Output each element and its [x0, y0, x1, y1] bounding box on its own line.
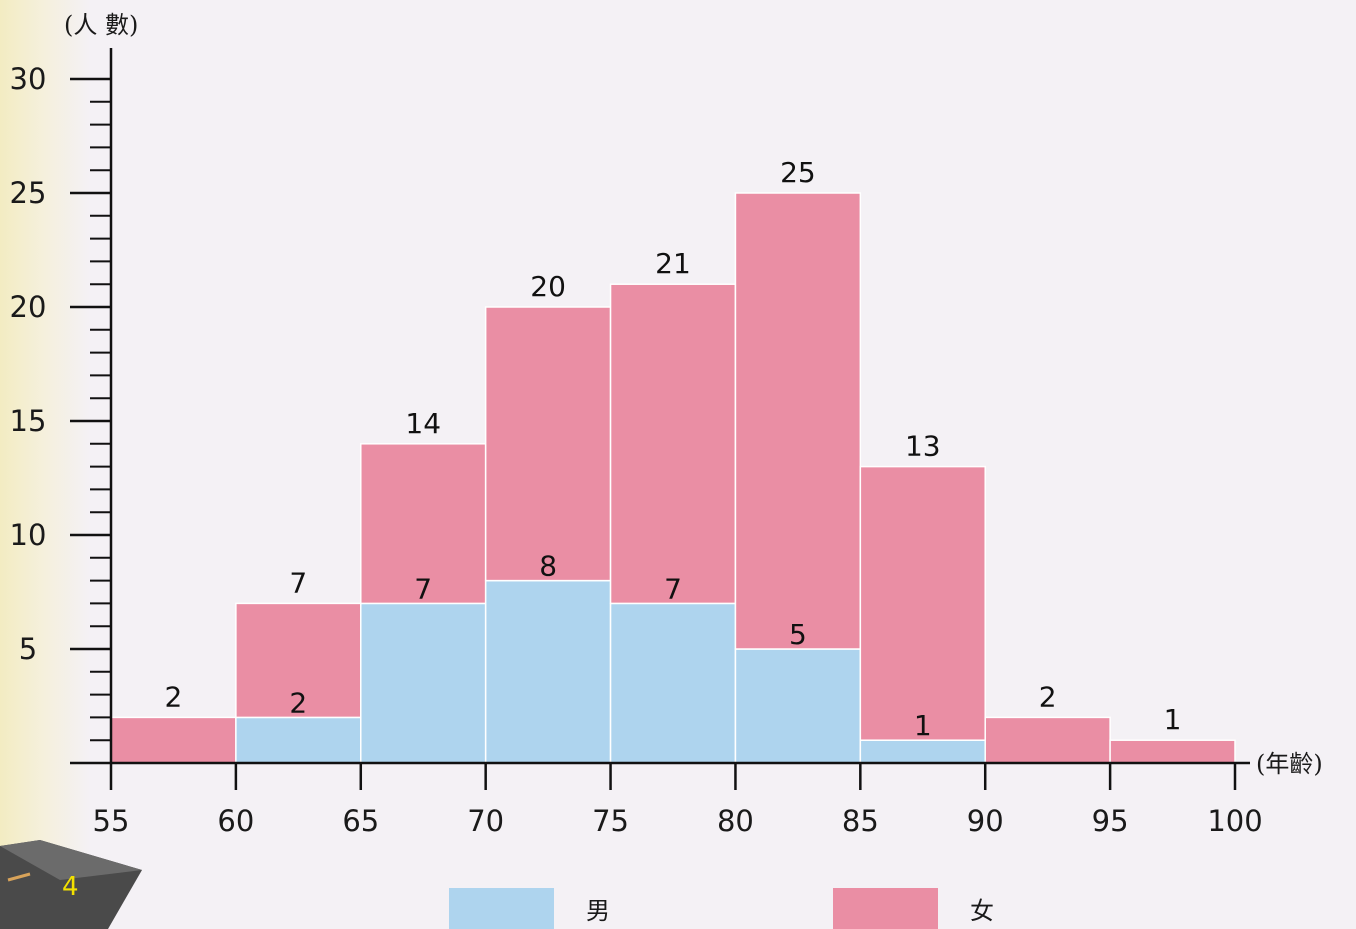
bar-female-75-80 — [609, 283, 737, 605]
y-tick-label: 15 — [10, 404, 47, 438]
x-tick-label: 55 — [93, 804, 130, 838]
total-label-55-60: 2 — [165, 680, 183, 713]
x-tick-label: 85 — [842, 804, 879, 838]
total-label-70-75: 20 — [530, 270, 566, 303]
total-label-90-95: 2 — [1039, 680, 1057, 713]
bar-female-85-90 — [859, 465, 986, 741]
bar-female-70-75 — [484, 306, 612, 582]
y-tick-label: 20 — [10, 290, 47, 324]
legend-swatch-male — [449, 888, 554, 929]
page-corner-decoration — [0, 840, 142, 929]
total-label-80-85: 25 — [780, 156, 816, 189]
bar-female-95-100 — [1109, 739, 1236, 764]
legend-item-female: 女 — [833, 888, 994, 929]
bar-male-60-65 — [235, 716, 362, 764]
x-tick-label: 65 — [342, 804, 379, 838]
bars-group — [110, 192, 1236, 764]
male-label-80-85: 5 — [789, 618, 807, 651]
y-tick-label: 5 — [19, 632, 37, 666]
legend-label-female: 女 — [970, 897, 994, 925]
total-label-95-100: 1 — [1164, 703, 1182, 736]
legend-item-male: 男 — [449, 888, 610, 929]
x-tick-label: 75 — [592, 804, 629, 838]
male-label-70-75: 8 — [539, 550, 557, 583]
male-label-85-90: 1 — [914, 709, 932, 742]
x-axis-title: (年齡) — [1256, 750, 1323, 778]
x-tick-label: 95 — [1092, 804, 1129, 838]
y-tick-label: 30 — [10, 62, 47, 96]
bar-male-80-85 — [734, 648, 862, 764]
y-tick-label: 25 — [10, 176, 47, 210]
background-glow — [0, 0, 90, 929]
y-tick-label: 10 — [10, 518, 47, 552]
total-label-60-65: 7 — [289, 566, 307, 599]
x-tick-label: 60 — [217, 804, 254, 838]
bar-female-90-95 — [984, 716, 1111, 764]
total-label-85-90: 13 — [905, 430, 941, 463]
bar-male-75-80 — [609, 602, 737, 764]
x-tick-label: 70 — [467, 804, 504, 838]
bar-female-65-70 — [360, 443, 487, 605]
male-label-65-70: 7 — [414, 572, 432, 605]
total-label-75-80: 21 — [655, 247, 691, 280]
bar-male-70-75 — [484, 579, 612, 764]
x-tick-label: 90 — [967, 804, 1004, 838]
legend-swatch-female — [833, 888, 938, 929]
bar-male-85-90 — [859, 739, 986, 764]
male-label-75-80: 7 — [664, 572, 682, 605]
male-label-60-65: 2 — [289, 686, 307, 719]
total-label-65-70: 14 — [405, 407, 441, 440]
x-tick-label: 100 — [1207, 804, 1262, 838]
bar-female-80-85 — [734, 192, 862, 650]
bar-male-65-70 — [360, 602, 487, 764]
page-number: 4 — [62, 872, 79, 902]
bar-female-60-65 — [235, 602, 362, 719]
legend-label-male: 男 — [586, 897, 610, 925]
bar-female-55-60 — [110, 716, 237, 764]
y-axis-title: (人 數) — [64, 11, 138, 39]
x-tick-label: 80 — [717, 804, 754, 838]
